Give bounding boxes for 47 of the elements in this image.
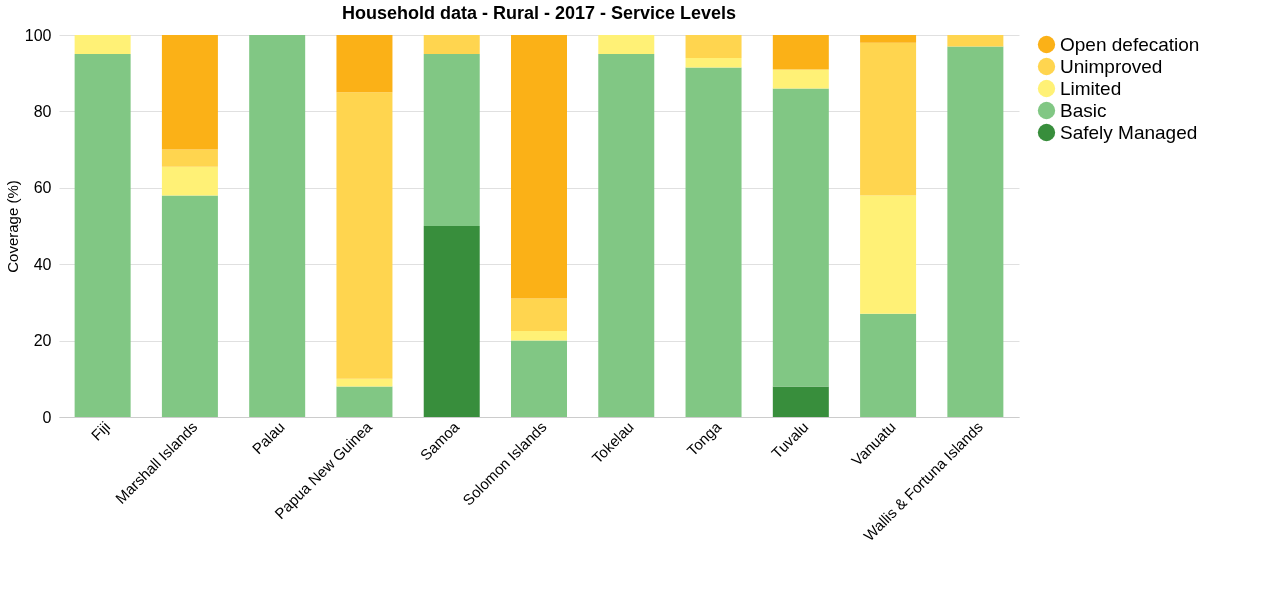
y-tick-label: 100 [24,26,52,44]
bar [511,298,567,332]
x-tick-label: Fiji [87,418,114,444]
bar [336,35,393,93]
bar [249,35,306,417]
bar [860,313,917,417]
bar [336,92,393,379]
bar [772,386,829,417]
y-tick-label: 0 [42,408,52,426]
bar [947,35,1004,47]
bar [74,35,131,55]
bar [772,88,829,387]
bar [947,46,1004,417]
legend-label: Basic [1060,99,1107,121]
bar [161,195,218,417]
y-tick-label: 40 [33,255,52,273]
legend-label: Open defecation [1060,33,1200,55]
bar [423,54,480,226]
bar [161,166,218,196]
bar [685,35,742,58]
bar [860,35,917,43]
legend-label: Unimproved [1060,55,1163,77]
bar [74,54,131,417]
bar [336,386,393,417]
bar [336,378,393,387]
bar [860,195,917,314]
bar [772,35,829,70]
bar [860,42,917,196]
chart-title: Household data - Rural - 2017 - Service Levels [341,3,737,23]
bar [598,54,655,417]
bar [161,149,218,167]
bar [685,57,742,68]
bar [161,35,218,150]
bar [511,35,567,299]
legend-label: Limited [1060,77,1122,99]
bar [772,69,829,89]
bar [598,35,655,55]
bar [511,340,567,417]
legend-label: Safely Managed [1060,121,1198,143]
bar [511,331,567,341]
bar [685,67,742,417]
y-tick-label: 20 [33,332,52,350]
y-tick-label: 60 [33,179,52,197]
y-tick-label: 80 [33,102,52,120]
bar [423,226,480,417]
bar [423,35,480,55]
y-axis-title: Coverage (%) [3,180,21,273]
